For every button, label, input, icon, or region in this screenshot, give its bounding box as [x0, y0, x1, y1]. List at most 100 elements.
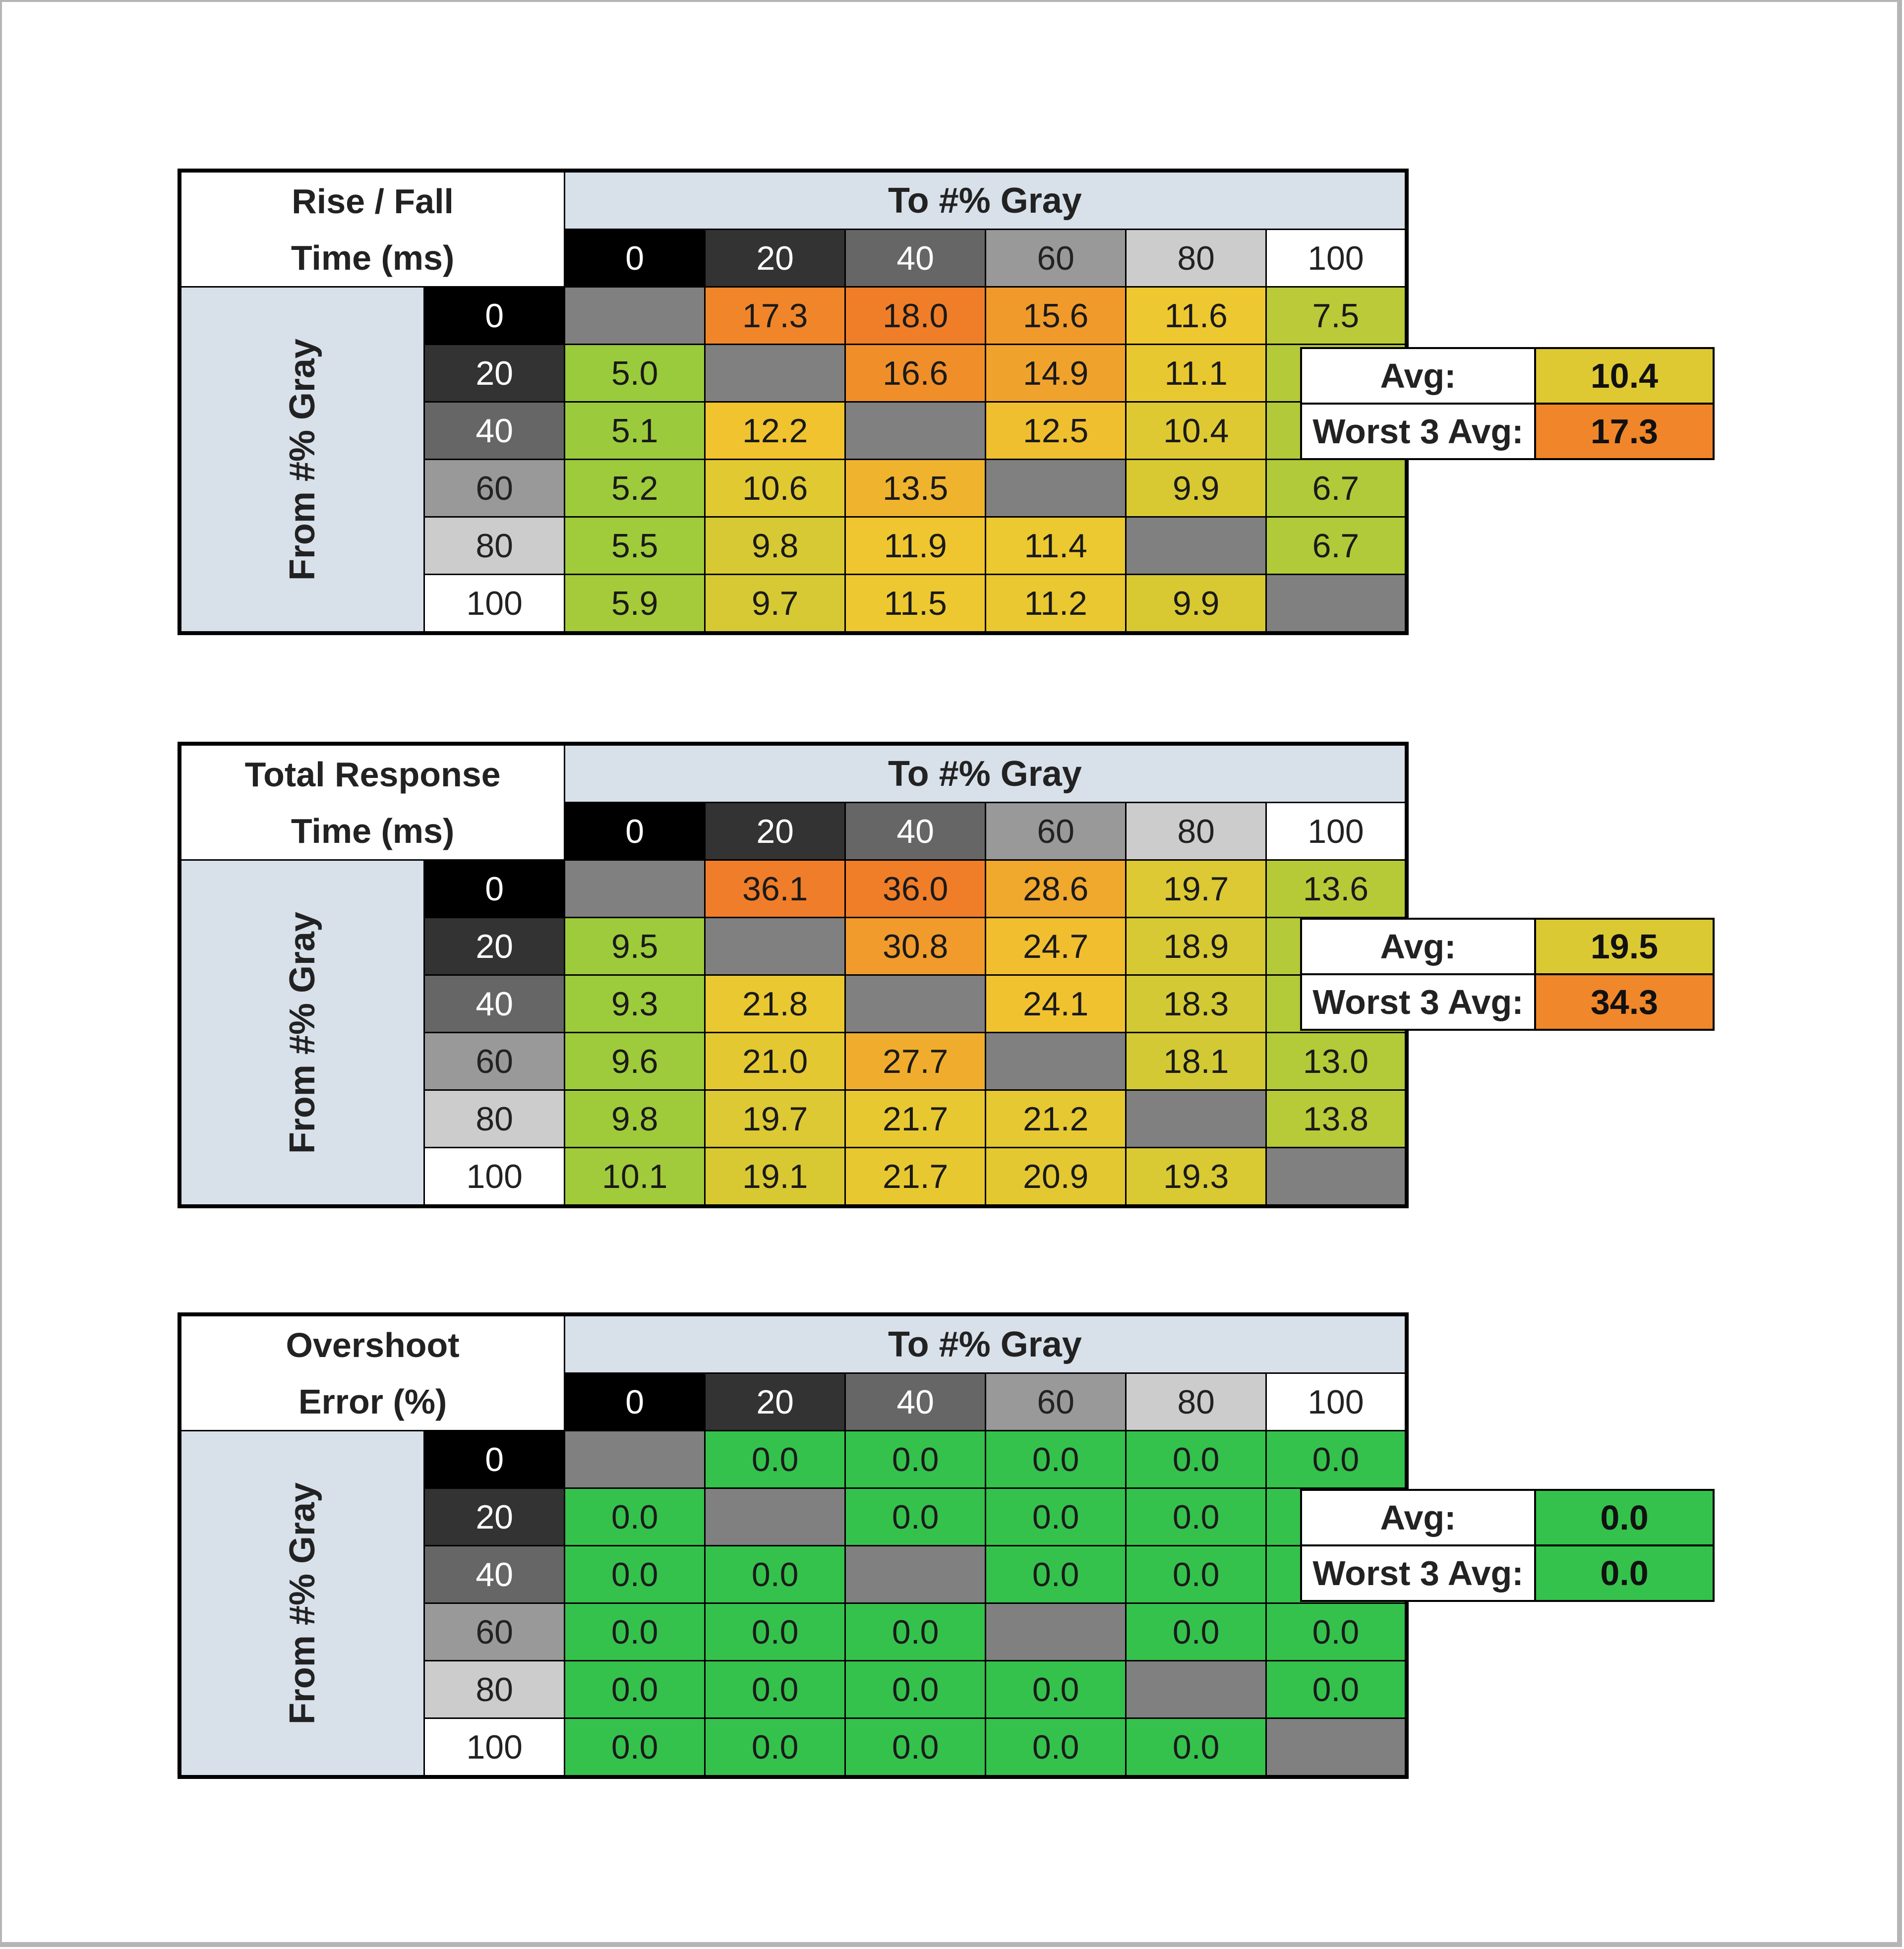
- worst3-avg-value: 34.3: [1534, 973, 1715, 1031]
- value-cell: 9.8: [704, 516, 846, 575]
- value-cell: 9.9: [1125, 574, 1267, 634]
- value-cell: 11.2: [985, 574, 1127, 634]
- value-cell: 5.5: [564, 516, 706, 575]
- value-cell: 9.8: [564, 1089, 706, 1148]
- value-cell: 13.6: [1265, 859, 1408, 918]
- to-gray-header: To #% Gray: [564, 170, 1408, 230]
- from-level-80: 80: [423, 1660, 566, 1719]
- value-cell: 0.0: [564, 1660, 706, 1719]
- value-cell: 11.9: [844, 516, 987, 575]
- value-cell: 21.0: [704, 1032, 846, 1091]
- to-level-80: 80: [1125, 1372, 1267, 1431]
- worst3-avg-label: Worst 3 Avg:: [1300, 973, 1536, 1031]
- diagonal-cell: [844, 401, 987, 460]
- value-cell: 0.0: [985, 1717, 1127, 1778]
- to-level-80: 80: [1125, 229, 1267, 288]
- value-cell: 30.8: [844, 917, 987, 976]
- value-cell: 0.0: [564, 1487, 706, 1546]
- value-cell: 0.0: [564, 1717, 706, 1778]
- from-level-20: 20: [423, 917, 566, 976]
- value-cell: 18.3: [1125, 974, 1267, 1033]
- value-cell: 5.2: [564, 459, 706, 518]
- table-title: Overshoot Error (%): [178, 1313, 566, 1431]
- from-level-40: 40: [423, 1545, 566, 1604]
- from-level-0: 0: [423, 286, 566, 345]
- diagonal-cell: [704, 344, 846, 403]
- to-level-0: 0: [564, 229, 706, 288]
- value-cell: 0.0: [1125, 1545, 1267, 1604]
- from-gray-header: From #% Gray: [178, 286, 425, 634]
- avg-value: 10.4: [1534, 347, 1715, 405]
- value-cell: 12.2: [704, 401, 846, 460]
- value-cell: 13.8: [1265, 1089, 1408, 1148]
- value-cell: 6.7: [1265, 459, 1408, 518]
- value-cell: 6.7: [1265, 516, 1408, 575]
- value-cell: 14.9: [985, 344, 1127, 403]
- to-level-60: 60: [985, 1372, 1127, 1431]
- value-cell: 0.0: [985, 1545, 1127, 1604]
- value-cell: 0.0: [844, 1430, 987, 1489]
- value-cell: 0.0: [704, 1602, 846, 1661]
- value-cell: 9.9: [1125, 459, 1267, 518]
- worst3-avg-value: 17.3: [1534, 403, 1715, 460]
- value-cell: 24.7: [985, 917, 1127, 976]
- total-response-summary: Avg: 19.5 Worst 3 Avg: 34.3: [1300, 918, 1715, 1031]
- from-level-100: 100: [423, 574, 566, 634]
- from-level-80: 80: [423, 516, 566, 575]
- from-level-20: 20: [423, 344, 566, 403]
- diagonal-cell: [1125, 1089, 1267, 1148]
- diagonal-cell: [564, 859, 706, 918]
- value-cell: 18.9: [1125, 917, 1267, 976]
- diagonal-cell: [1265, 574, 1408, 634]
- value-cell: 9.3: [564, 974, 706, 1033]
- value-cell: 0.0: [985, 1487, 1127, 1546]
- value-cell: 21.8: [704, 974, 846, 1033]
- diagonal-cell: [985, 1032, 1127, 1091]
- to-level-40: 40: [844, 229, 987, 288]
- value-cell: 5.1: [564, 401, 706, 460]
- diagonal-cell: [1265, 1147, 1408, 1207]
- to-level-100: 100: [1265, 802, 1408, 861]
- value-cell: 5.9: [564, 574, 706, 634]
- value-cell: 0.0: [704, 1660, 846, 1719]
- to-level-100: 100: [1265, 229, 1408, 288]
- value-cell: 28.6: [985, 859, 1127, 918]
- diagonal-cell: [985, 1602, 1127, 1661]
- from-level-100: 100: [423, 1147, 566, 1207]
- to-gray-header: To #% Gray: [564, 743, 1408, 803]
- value-cell: 0.0: [1265, 1602, 1408, 1661]
- table-title: Rise / Fall Time (ms): [178, 170, 566, 288]
- value-cell: 21.7: [844, 1147, 987, 1207]
- value-cell: 9.6: [564, 1032, 706, 1091]
- diagonal-cell: [985, 459, 1127, 518]
- to-level-60: 60: [985, 229, 1127, 288]
- value-cell: 36.1: [704, 859, 846, 918]
- value-cell: 0.0: [1125, 1717, 1267, 1778]
- diagonal-cell: [1125, 516, 1267, 575]
- value-cell: 0.0: [1265, 1660, 1408, 1719]
- table-title: Total Response Time (ms): [178, 743, 566, 861]
- overshoot-summary: Avg: 0.0 Worst 3 Avg: 0.0: [1300, 1489, 1715, 1602]
- value-cell: 19.7: [1125, 859, 1267, 918]
- value-cell: 19.3: [1125, 1147, 1267, 1207]
- to-level-100: 100: [1265, 1372, 1408, 1431]
- value-cell: 0.0: [1265, 1430, 1408, 1489]
- avg-label: Avg:: [1300, 347, 1536, 405]
- value-cell: 11.5: [844, 574, 987, 634]
- worst3-avg-label: Worst 3 Avg:: [1300, 403, 1536, 460]
- value-cell: 27.7: [844, 1032, 987, 1091]
- avg-label: Avg:: [1300, 1489, 1536, 1546]
- value-cell: 0.0: [844, 1602, 987, 1661]
- value-cell: 20.9: [985, 1147, 1127, 1207]
- value-cell: 0.0: [844, 1660, 987, 1719]
- value-cell: 0.0: [1125, 1602, 1267, 1661]
- from-gray-header: From #% Gray: [178, 1430, 425, 1778]
- avg-label: Avg:: [1300, 918, 1536, 975]
- value-cell: 0.0: [564, 1545, 706, 1604]
- value-cell: 0.0: [844, 1487, 987, 1546]
- diagonal-cell: [1125, 1660, 1267, 1719]
- value-cell: 16.6: [844, 344, 987, 403]
- from-level-40: 40: [423, 401, 566, 460]
- diagonal-cell: [704, 1487, 846, 1546]
- diagonal-cell: [844, 1545, 987, 1604]
